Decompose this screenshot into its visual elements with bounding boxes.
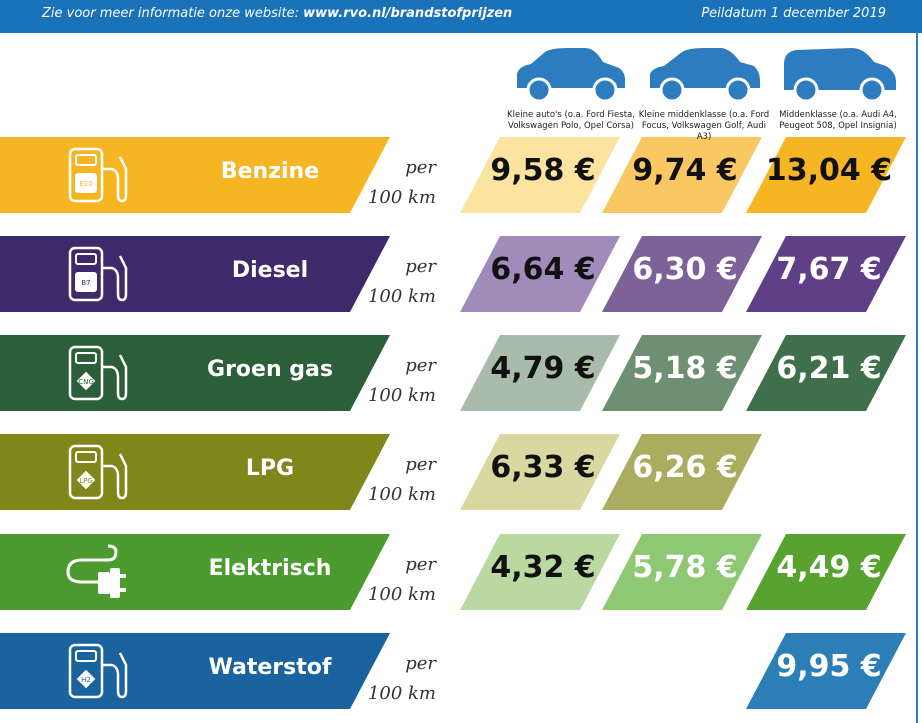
vehicle-class-label-line: Kleine middenklasse (o.a. Ford [638, 110, 770, 120]
unit-label: per 100 km [366, 153, 436, 213]
fuel-pump-icon-label: E10 [79, 180, 92, 188]
value-cell [746, 335, 906, 411]
car-icon [517, 48, 625, 103]
value-label: 6,21 € [776, 351, 882, 386]
fuel-pump-icon-label: H2 [81, 676, 91, 684]
value-label: 7,67 € [776, 252, 882, 287]
unit-label-per: per [405, 157, 436, 178]
unit-label: per 100 km [366, 351, 436, 411]
value-label: 4,79 € [490, 351, 596, 386]
fuel-pump-icon-label: LPG [79, 477, 93, 485]
value-label: 5,18 € [632, 351, 738, 386]
fuel-pump-icon-label: B7 [81, 279, 90, 287]
vehicle-class-label-line: Kleine auto's (o.a. Ford Fiesta, [507, 110, 635, 120]
vehicle-class-label-line: Peugeot 508, Opel Insignia) [779, 121, 897, 131]
value-cell [746, 236, 906, 312]
value-label: 9,74 € [632, 153, 738, 188]
car-icon [650, 48, 760, 103]
fuel-banner [0, 335, 390, 411]
unit-label-distance: 100 km [367, 385, 436, 406]
car-icon [784, 48, 896, 103]
vehicle-class-label: Kleine auto's (o.a. Ford Fiesta, Volkswag… [501, 110, 641, 132]
fuel-pump-icon: CNG [68, 345, 128, 401]
fuel-pump-icon: H2 [68, 643, 128, 699]
unit-label: per 100 km [366, 252, 436, 312]
value-cell [746, 137, 906, 213]
value-label: 4,49 € [776, 550, 882, 585]
unit-label-per: per [405, 653, 436, 674]
value-cell [460, 236, 620, 312]
unit-label-per: per [405, 355, 436, 376]
unit-label: per 100 km [366, 550, 436, 610]
value-cell [602, 335, 762, 411]
unit-label-distance: 100 km [367, 286, 436, 307]
unit-label-distance: 100 km [367, 187, 436, 208]
fuel-pump-icon-label: CNG [78, 378, 94, 386]
value-label: 6,64 € [490, 252, 596, 287]
vehicle-class-label: Middenklasse (o.a. Audi A4, Peugeot 508, … [768, 110, 908, 132]
reference-date: Peildatum 1 december 2019 [701, 6, 886, 21]
value-cell [460, 335, 620, 411]
value-label: 6,33 € [490, 450, 596, 485]
unit-label-distance: 100 km [367, 484, 436, 505]
unit-label-per: per [405, 454, 436, 475]
fuel-banner [0, 534, 390, 610]
unit-label: per 100 km [366, 649, 436, 709]
value-cell [746, 633, 906, 709]
unit-label-per: per [405, 554, 436, 575]
fuel-pump-icon: LPG [68, 444, 128, 500]
fuel-type-label: Diesel [231, 258, 309, 283]
value-label: 5,78 € [632, 550, 738, 585]
fuel-banner [0, 137, 390, 213]
value-label: 9,95 € [776, 649, 882, 684]
vehicle-class-label-line: Focus, Volkswagen Golf, Audi A3) [641, 121, 767, 142]
fuel-type-label: Benzine [220, 159, 320, 184]
value-label: 9,58 € [490, 153, 596, 188]
vehicle-class-label: Kleine middenklasse (o.a. Ford Focus, Vol… [634, 110, 774, 143]
value-cell [460, 137, 620, 213]
fuel-banner [0, 633, 390, 709]
fuel-banner [0, 434, 390, 510]
unit-label-distance: 100 km [367, 683, 436, 704]
value-cell [602, 236, 762, 312]
value-label: 13,04 € [765, 153, 893, 188]
fuel-pump-icon: B7 [68, 246, 128, 302]
value-label: 4,32 € [490, 550, 596, 585]
fuel-type-label: Elektrisch [208, 556, 332, 581]
value-label: 6,26 € [632, 450, 738, 485]
value-cell [746, 534, 906, 610]
fuel-type-label: Groen gas [207, 357, 333, 382]
value-cell [602, 534, 762, 610]
value-cell [460, 434, 620, 510]
fuel-type-label: Waterstof [208, 655, 332, 680]
unit-label: per 100 km [366, 450, 436, 510]
unit-label-distance: 100 km [367, 584, 436, 605]
right-border [916, 33, 918, 723]
value-cell [602, 434, 762, 510]
fuel-banner [0, 236, 390, 312]
value-cell [602, 137, 762, 213]
vehicle-class-label-line: Volkswagen Polo, Opel Corsa) [508, 121, 634, 131]
header-bar: Zie voor meer informatie onze website: w… [0, 0, 922, 33]
electric-plug-icon [66, 544, 126, 598]
vehicle-class-label-line: Middenklasse (o.a. Audi A4, [779, 110, 897, 120]
website-info: Zie voor meer informatie onze website: w… [42, 6, 512, 21]
value-cell [460, 534, 620, 610]
fuel-type-label: LPG [245, 456, 295, 481]
website-info-prefix: Zie voor meer informatie onze website: [42, 6, 304, 21]
value-label: 6,30 € [632, 252, 738, 287]
unit-label-per: per [405, 256, 436, 277]
website-link[interactable]: www.rvo.nl/brandstofprijzen [303, 6, 513, 21]
fuel-pump-icon: E10 [68, 147, 128, 203]
